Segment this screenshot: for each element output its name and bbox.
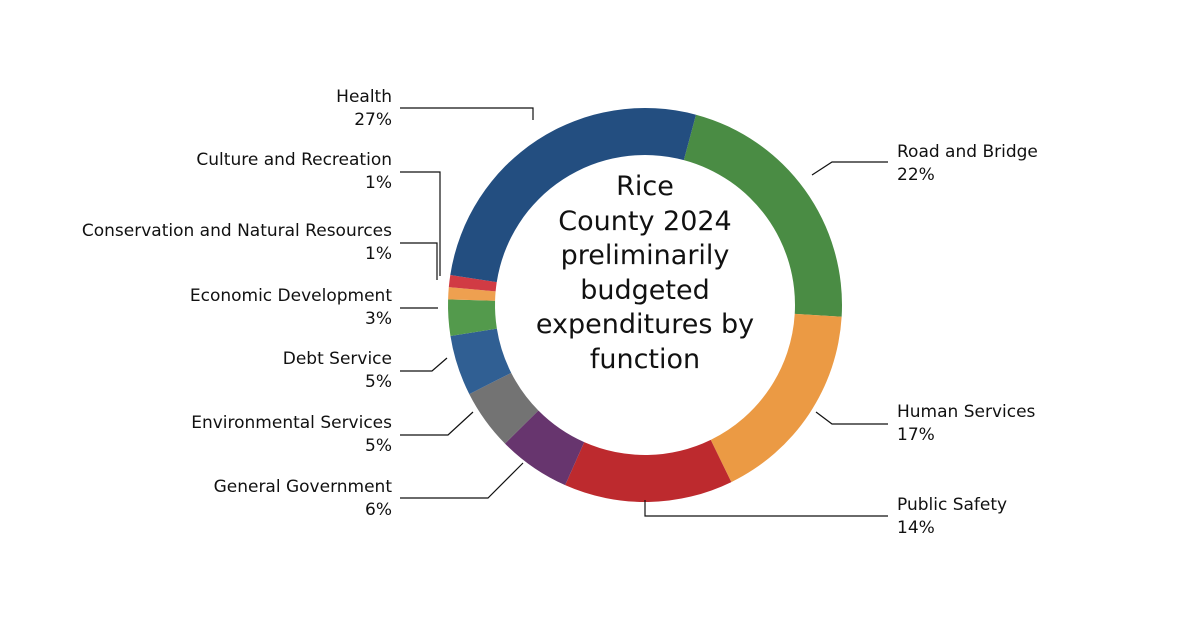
label-debt-service: Debt Service 5% — [282, 349, 392, 392]
leader-line — [400, 357, 448, 372]
leader-line — [644, 500, 888, 517]
leader-line — [400, 242, 438, 280]
slice-human-services — [710, 313, 842, 483]
leader-line — [815, 411, 888, 425]
label-general-government: General Government 6% — [213, 477, 392, 520]
slice-health — [450, 108, 696, 283]
leader-line — [811, 161, 888, 176]
slice-public-safety — [565, 439, 732, 502]
label-economic-development: Economic Development 3% — [189, 286, 392, 329]
label-culture-and-recreation: Culture and Recreation 1% — [196, 150, 392, 193]
slice-culture-and-recreation — [448, 274, 497, 292]
slice-road-and-bridge — [683, 114, 842, 317]
slice-environmental-services — [469, 372, 539, 444]
slice-conservation-and-natural-resources — [448, 287, 496, 301]
slice-general-government — [504, 410, 585, 486]
leader-line — [400, 107, 534, 120]
label-public-safety: Public Safety 14% — [897, 495, 1008, 538]
slice-economic-development — [447, 299, 497, 337]
leader-line — [400, 171, 441, 276]
label-conservation-and-natural-resources: Conservation and Natural Resources 1% — [81, 221, 392, 264]
slice-debt-service — [450, 328, 512, 395]
label-environmental-services: Environmental Services 5% — [191, 413, 392, 456]
label-health: Health 27% — [336, 87, 392, 130]
label-road-and-bridge: Road and Bridge 22% — [897, 142, 1038, 185]
leader-line — [400, 462, 524, 499]
label-human-services: Human Services 17% — [897, 402, 1036, 445]
chart-title: Rice County 2024 preliminarily budgeted … — [535, 171, 755, 375]
leader-line — [400, 411, 474, 436]
